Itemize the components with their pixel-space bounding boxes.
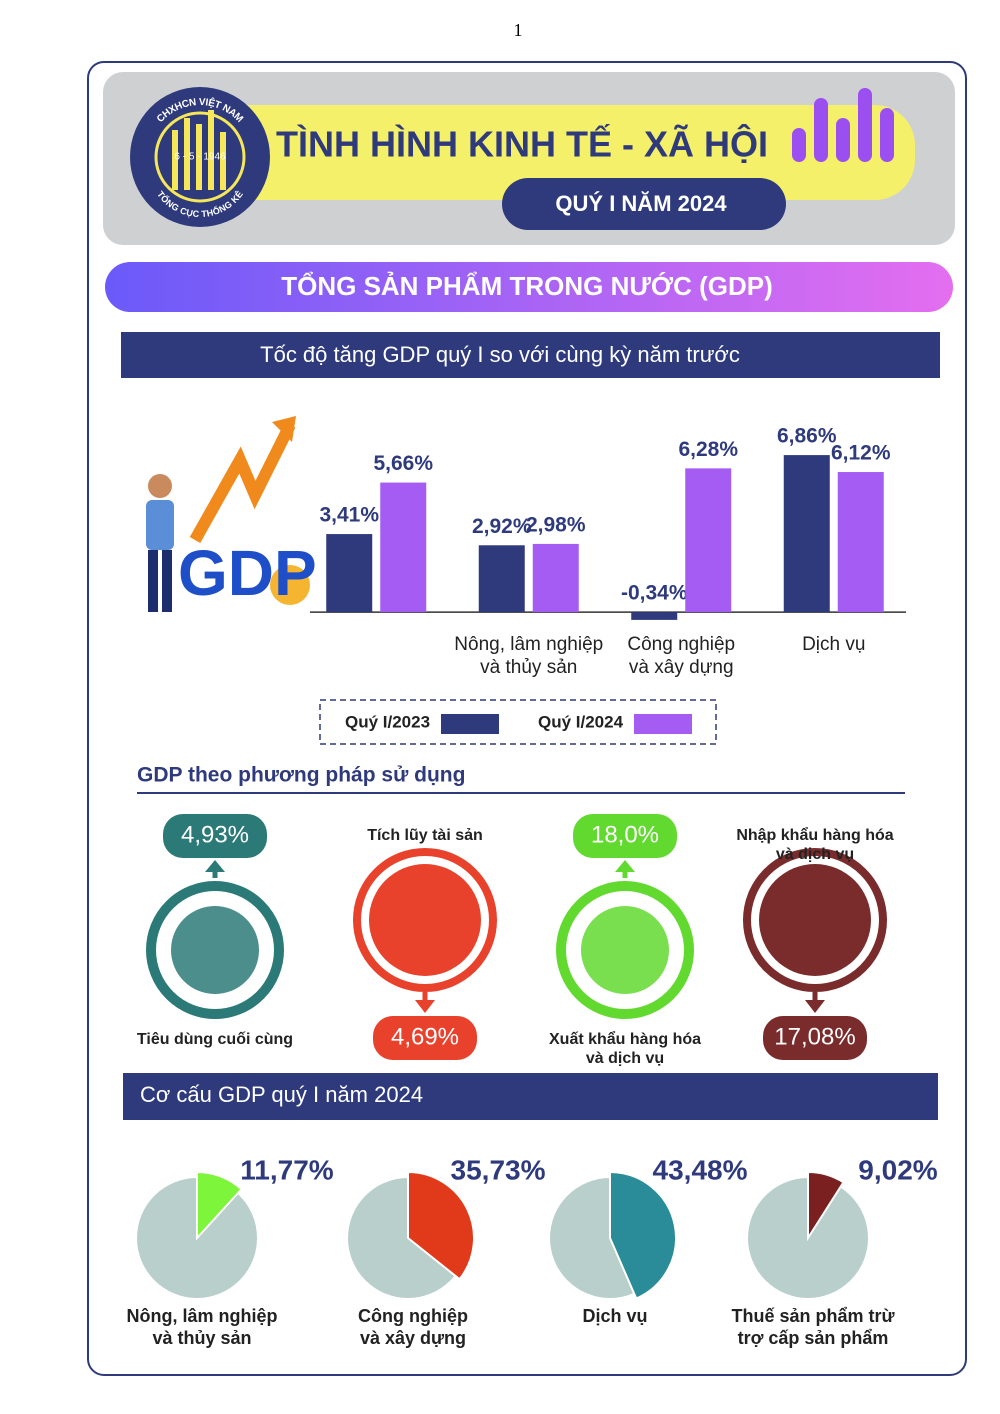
pie-slice	[407, 1170, 475, 1281]
value-label: 11,77%	[240, 1154, 334, 1185]
usage-label: Nhập khẩu hàng hóa và dịch vụ	[736, 827, 894, 864]
arrow	[189, 422, 296, 543]
gdp-illustration	[146, 416, 310, 612]
bar	[837, 472, 884, 613]
icon-ring	[556, 881, 694, 1019]
header-band	[200, 105, 915, 200]
value-label: 2,92%	[472, 515, 532, 538]
value-badge	[763, 1016, 867, 1060]
value-label: 6,28%	[678, 438, 738, 461]
logo-date: 6 - 5 - 1946	[174, 152, 226, 163]
bar	[685, 468, 732, 613]
icon-ring	[353, 848, 497, 992]
section-pill	[105, 262, 953, 312]
value-badge	[163, 814, 267, 858]
icon	[369, 864, 481, 976]
value-label: 18,0%	[591, 821, 659, 848]
coin	[270, 565, 310, 605]
gdp-icon-label: GDP	[178, 537, 317, 609]
value-label: 9,02%	[858, 1154, 937, 1185]
usage-label: Tích lũy tài sản	[367, 827, 483, 844]
value-badge	[373, 1016, 477, 1060]
pie-slice	[609, 1170, 677, 1300]
header-icon	[792, 88, 894, 162]
category-label: Dịch vụ	[802, 634, 866, 655]
usage-label: Xuất khẩu hàng hóa và dịch vụ	[548, 1031, 702, 1068]
legend-swatch	[441, 714, 499, 734]
value-label: 3,41%	[319, 504, 379, 527]
category-label: Thuế sản phẩm trừ trợ cấp sản phẩm	[731, 1306, 895, 1348]
value-label: 4,93%	[181, 821, 249, 848]
icon	[581, 906, 669, 994]
header-subtitle: QUÝ I NĂM 2024	[555, 191, 727, 216]
arrow-head	[272, 416, 296, 442]
usage-title: GDP theo phương pháp sử dụng	[137, 764, 465, 787]
legend-label: Quý I/2024	[538, 712, 624, 731]
usage-label: Tiêu dùng cuối cùng	[136, 1031, 294, 1048]
person-leg	[162, 550, 172, 612]
category-label: Nông, lâm nghiệp và thủy sản	[126, 1306, 278, 1348]
category-label: Công nghiệp và xây dựng	[358, 1306, 468, 1348]
pie-slice	[807, 1170, 845, 1242]
value-badge	[573, 814, 677, 858]
title-bar	[121, 332, 940, 378]
arrow-head	[205, 860, 225, 872]
person-body	[146, 500, 174, 550]
bar	[380, 482, 427, 613]
person-leg	[148, 550, 158, 612]
value-label: 2,98%	[526, 513, 586, 536]
arrow-head	[615, 860, 635, 872]
page-number: 1	[514, 20, 523, 40]
icon-ring	[743, 848, 887, 992]
icon	[171, 906, 259, 994]
icon	[759, 864, 871, 976]
value-label: 5,66%	[373, 452, 433, 475]
subtitle-pill	[502, 178, 786, 230]
value-label: 6,12%	[831, 442, 891, 465]
frame	[87, 61, 967, 1376]
arrow-head	[415, 1000, 435, 1013]
category-label: Công nghiệp và xây dựng	[627, 634, 736, 678]
person-head	[148, 474, 172, 498]
category-label: Nông, lâm nghiệp và thủy sản	[454, 634, 604, 678]
logo-ring	[154, 111, 246, 203]
pie-chart-title: Cơ cấu GDP quý I năm 2024	[140, 1082, 423, 1107]
bar	[532, 543, 579, 613]
value-label: 6,86%	[777, 425, 837, 448]
pie-slice	[196, 1170, 243, 1241]
bar	[783, 455, 830, 613]
title-bar	[123, 1073, 938, 1120]
value-label: 43,48%	[653, 1154, 748, 1185]
value-label: 17,08%	[774, 1023, 855, 1050]
icon-ring	[146, 881, 284, 1019]
value-label: -0,34%	[621, 582, 688, 605]
legend-swatch	[634, 714, 692, 734]
legend-label: Quý I/2023	[345, 712, 430, 731]
header-title: TÌNH HÌNH KINH TẾ - XÃ HỘI	[276, 123, 768, 165]
bar	[478, 545, 525, 613]
bar	[326, 534, 373, 613]
logo-bars	[172, 110, 226, 190]
arrow-head	[805, 1000, 825, 1013]
bar-chart-title: Tốc độ tăng GDP quý I so với cùng kỳ năm…	[260, 342, 740, 367]
bar	[631, 612, 678, 620]
value-label: 35,73%	[451, 1154, 546, 1185]
category-label: Dịch vụ	[582, 1306, 648, 1326]
section-title: TỔNG SẢN PHẨM TRONG NƯỚC (GDP)	[281, 271, 773, 301]
value-label: 4,69%	[391, 1023, 459, 1050]
